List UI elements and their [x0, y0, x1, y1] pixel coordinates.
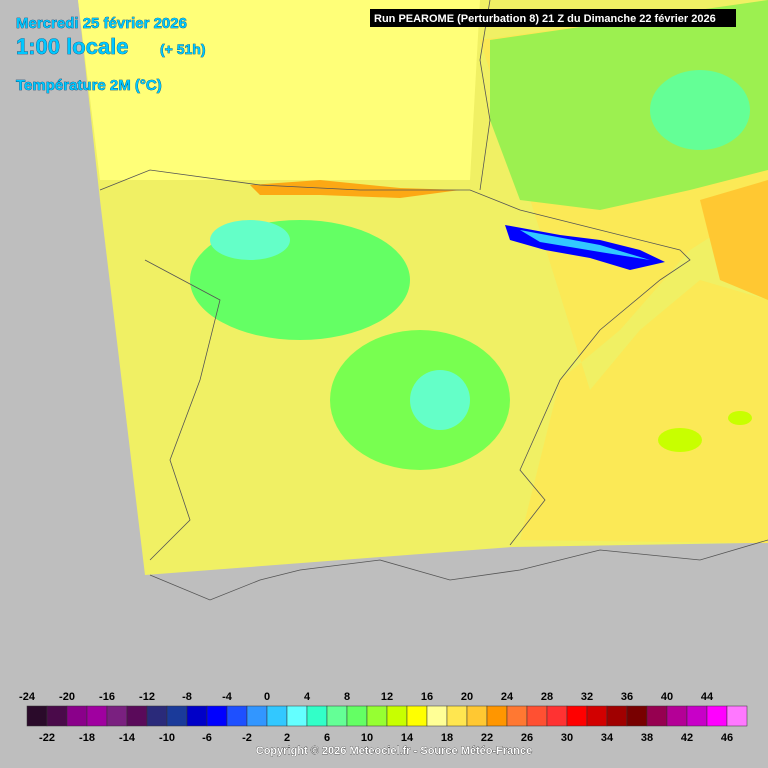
- forecast-date: Mercredi 25 février 2026: [16, 15, 187, 32]
- legend-label: -16: [99, 691, 115, 703]
- legend-label: 0: [264, 691, 270, 703]
- legend-swatch: [366, 705, 388, 727]
- legend-label: 10: [361, 732, 373, 744]
- legend-swatch: [586, 705, 608, 727]
- legend-label: 22: [481, 732, 493, 744]
- legend-swatch: [326, 705, 348, 727]
- legend-swatch: [26, 705, 48, 727]
- legend-swatch: [386, 705, 408, 727]
- legend-label: 26: [521, 732, 533, 744]
- legend-swatch: [546, 705, 568, 727]
- legend-label: -24: [19, 691, 36, 703]
- legend-swatch: [646, 705, 668, 727]
- legend-label: -18: [79, 732, 95, 744]
- legend-label: 14: [401, 732, 414, 744]
- legend-swatch: [486, 705, 508, 727]
- temperature-field: [78, 0, 768, 575]
- legend-swatch: [466, 705, 488, 727]
- legend-swatch: [286, 705, 308, 727]
- legend-swatch: [306, 705, 328, 727]
- legend-swatch: [206, 705, 228, 727]
- legend-swatch: [266, 705, 288, 727]
- legend-swatch: [606, 705, 628, 727]
- legend-label: 30: [561, 732, 573, 744]
- legend-swatch: [446, 705, 468, 727]
- forecast-time: 1:00 locale: [16, 34, 129, 59]
- run-info: Run PEAROME (Perturbation 8) 21 Z du Dim…: [374, 13, 716, 25]
- legend-swatch: [426, 705, 448, 727]
- legend-label: 44: [701, 691, 714, 703]
- legend-label: -4: [222, 691, 233, 703]
- legend-label: 40: [661, 691, 673, 703]
- legend-swatch: [226, 705, 248, 727]
- legend-swatch: [406, 705, 428, 727]
- legend-label: -14: [119, 732, 136, 744]
- legend-swatch: [106, 705, 128, 727]
- legend-label: -2: [242, 732, 252, 744]
- borders: [99, 0, 768, 601]
- legend-swatch: [686, 705, 708, 727]
- legend-swatch: [66, 705, 88, 727]
- legend-label: 28: [541, 691, 553, 703]
- legend-label: 34: [601, 732, 614, 744]
- legend-label: -20: [59, 691, 75, 703]
- legend-swatch: [506, 705, 528, 727]
- legend-label: 20: [461, 691, 473, 703]
- legend-label: -8: [182, 691, 192, 703]
- legend-swatch: [526, 705, 548, 727]
- legend-swatch: [126, 705, 148, 727]
- legend-swatch: [666, 705, 688, 727]
- legend-swatch: [626, 705, 648, 727]
- legend-label: -10: [159, 732, 175, 744]
- legend-label: 12: [381, 691, 393, 703]
- legend-swatch: [706, 705, 728, 727]
- legend-swatch: [346, 705, 368, 727]
- legend-label: -12: [139, 691, 155, 703]
- legend-label: 4: [304, 691, 311, 703]
- legend-swatch: [246, 705, 268, 727]
- legend-swatch: [86, 705, 108, 727]
- legend-label: -22: [39, 732, 55, 744]
- legend-label: 32: [581, 691, 593, 703]
- legend-label: 38: [641, 732, 653, 744]
- legend-label: -6: [202, 732, 212, 744]
- legend-label: 2: [284, 732, 290, 744]
- legend-label: 42: [681, 732, 693, 744]
- legend-swatch: [46, 705, 68, 727]
- legend-label: 6: [324, 732, 330, 744]
- legend-label: 46: [721, 732, 733, 744]
- run-banner: [370, 9, 736, 27]
- legend: -24-22-20-18-16-14-12-10-8-6-4-202468101…: [19, 691, 748, 744]
- legend-label: 36: [621, 691, 633, 703]
- legend-swatch: [146, 705, 168, 727]
- legend-label: 8: [344, 691, 350, 703]
- legend-label: 18: [441, 732, 453, 744]
- legend-swatch: [566, 705, 588, 727]
- legend-label: 24: [501, 691, 514, 703]
- legend-swatch: [726, 705, 748, 727]
- legend-swatch: [166, 705, 188, 727]
- legend-swatch: [186, 705, 208, 727]
- legend-label: 16: [421, 691, 433, 703]
- copyright: Copyright © 2026 Meteociel.fr - Source M…: [256, 745, 532, 757]
- parameter: Température 2M (°C): [16, 77, 162, 94]
- forecast-lead: (+ 51h): [160, 41, 206, 57]
